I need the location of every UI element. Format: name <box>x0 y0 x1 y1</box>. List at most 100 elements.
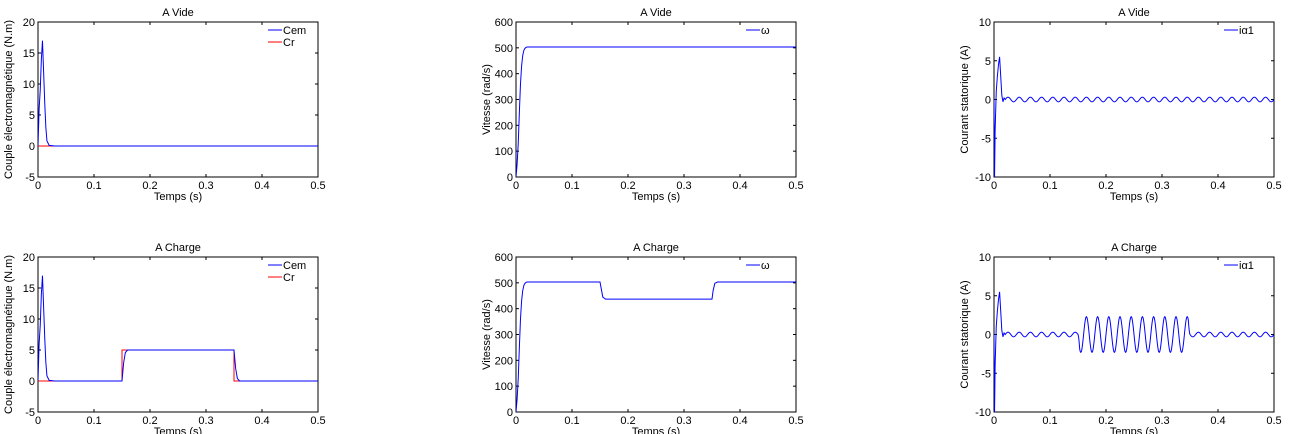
series-line-1 <box>38 275 318 382</box>
x-tick-label: 0 <box>991 180 997 192</box>
y-tick-label: 0 <box>29 141 35 153</box>
y-tick-label: 600 <box>495 17 513 29</box>
y-tick-label: -5 <box>981 368 991 380</box>
chart-3: A Vide 0 0.1 0.2 0.3 0.4 0.5 -10 -5 0 5 10 Temps (s)… <box>959 7 1282 203</box>
y-tick-label: 300 <box>495 95 513 107</box>
legend: ω <box>746 260 770 272</box>
y-axis-label: Vitesse (rad/s) <box>481 299 493 370</box>
series-line-1 <box>994 291 1274 412</box>
x-tick-label: 0 <box>35 415 41 427</box>
x-tick-label: 0.4 <box>254 180 269 192</box>
y-tick-label: 10 <box>23 314 35 326</box>
x-tick-label: 0.5 <box>310 180 325 192</box>
x-tick-label: 0.5 <box>788 180 803 192</box>
x-tick-label: 0.1 <box>564 180 579 192</box>
chart-2: A Vide 0 0.1 0.2 0.3 0.4 0.5 0 100 200 300 400 500 60… <box>481 7 804 203</box>
x-tick-label: 0.3 <box>1154 415 1169 427</box>
x-tick-label: 0.5 <box>1266 415 1281 427</box>
y-tick-label: 5 <box>985 291 991 303</box>
x-axis-label: Temps (s) <box>154 191 202 203</box>
y-tick-label: -10 <box>975 172 991 184</box>
y-tick-label: 20 <box>23 252 35 264</box>
chart-title: A Vide <box>1118 7 1150 19</box>
x-tick-label: 0.3 <box>676 180 691 192</box>
x-tick-label: 0.5 <box>310 415 325 427</box>
y-tick-label: 100 <box>495 381 513 393</box>
y-tick-label: 10 <box>23 79 35 91</box>
x-axis-label: Temps (s) <box>632 191 680 203</box>
chart-6: A Charge 0 0.1 0.2 0.3 0.4 0.5 -10 -5 0 5 10 Temps (… <box>959 242 1282 434</box>
legend-label: ω <box>761 260 770 272</box>
x-tick-label: 0.5 <box>1266 180 1281 192</box>
x-tick-label: 0.3 <box>198 180 213 192</box>
x-tick-label: 0.1 <box>1042 415 1057 427</box>
y-tick-label: 20 <box>23 17 35 29</box>
y-tick-label: 0 <box>507 407 513 419</box>
x-tick-label: 0 <box>513 415 519 427</box>
x-tick-label: 0 <box>991 415 997 427</box>
series-line-1 <box>994 56 1274 177</box>
x-tick-label: 0 <box>35 180 41 192</box>
y-tick-label: 0 <box>985 95 991 107</box>
x-tick-label: 0.4 <box>1210 180 1225 192</box>
y-tick-label: 600 <box>495 252 513 264</box>
y-tick-label: -10 <box>975 407 991 419</box>
plot-area <box>37 256 319 413</box>
y-tick-label: -5 <box>25 407 35 419</box>
series-line-1 <box>516 46 796 177</box>
y-tick-label: 5 <box>29 110 35 122</box>
x-tick-label: 0.5 <box>788 415 803 427</box>
y-tick-label: 500 <box>495 43 513 55</box>
y-tick-label: 400 <box>495 69 513 81</box>
y-tick-label: 200 <box>495 355 513 367</box>
y-tick-label: 400 <box>495 304 513 316</box>
y-axis-label: Couple électromagnétique (N.m) <box>3 255 15 414</box>
x-tick-label: 0.2 <box>1098 415 1113 427</box>
y-axis-label: Courant statorique (A) <box>959 280 971 388</box>
y-tick-label: 5 <box>985 56 991 68</box>
x-tick-label: 0.3 <box>676 415 691 427</box>
x-tick-label: 0.4 <box>254 415 269 427</box>
x-tick-label: 0.4 <box>732 180 747 192</box>
chart-title: A Charge <box>633 242 679 254</box>
legend-label: Cr <box>283 272 295 284</box>
x-tick-label: 0.2 <box>620 180 635 192</box>
x-tick-label: 0.2 <box>620 415 635 427</box>
y-tick-label: 500 <box>495 278 513 290</box>
legend: iα1 <box>1224 260 1254 272</box>
y-tick-label: 100 <box>495 146 513 158</box>
legend-label: iα1 <box>1239 260 1254 272</box>
x-tick-label: 0.4 <box>732 415 747 427</box>
legend: ω <box>746 25 770 37</box>
chart-title: A Charge <box>155 242 201 254</box>
series-line-1 <box>38 40 318 147</box>
x-tick-label: 0.2 <box>1098 180 1113 192</box>
x-axis-label: Temps (s) <box>632 426 680 434</box>
chart-title: A Vide <box>162 7 194 19</box>
x-tick-label: 0.1 <box>564 415 579 427</box>
x-tick-label: 0 <box>513 180 519 192</box>
legend: iα1 <box>1224 25 1254 37</box>
y-tick-label: -5 <box>981 133 991 145</box>
y-axis-label: Vitesse (rad/s) <box>481 64 493 135</box>
y-tick-label: 0 <box>985 330 991 342</box>
chart-title: A Vide <box>640 7 672 19</box>
chart-5: A Charge 0 0.1 0.2 0.3 0.4 0.5 0 100 200 300 400 500… <box>481 242 804 434</box>
plot-area <box>515 256 797 413</box>
y-axis-label: Couple électromagnétique (N.m) <box>3 20 15 179</box>
y-tick-label: 5 <box>29 345 35 357</box>
chart-title: A Charge <box>1111 242 1157 254</box>
plot-area <box>37 21 319 178</box>
legend-label: iα1 <box>1239 25 1254 37</box>
y-tick-label: -5 <box>25 172 35 184</box>
y-tick-label: 0 <box>507 172 513 184</box>
x-tick-label: 0.1 <box>86 415 101 427</box>
y-tick-label: 15 <box>23 48 35 60</box>
x-tick-label: 0.2 <box>142 180 157 192</box>
y-tick-label: 10 <box>979 252 991 264</box>
x-tick-label: 0.4 <box>1210 415 1225 427</box>
